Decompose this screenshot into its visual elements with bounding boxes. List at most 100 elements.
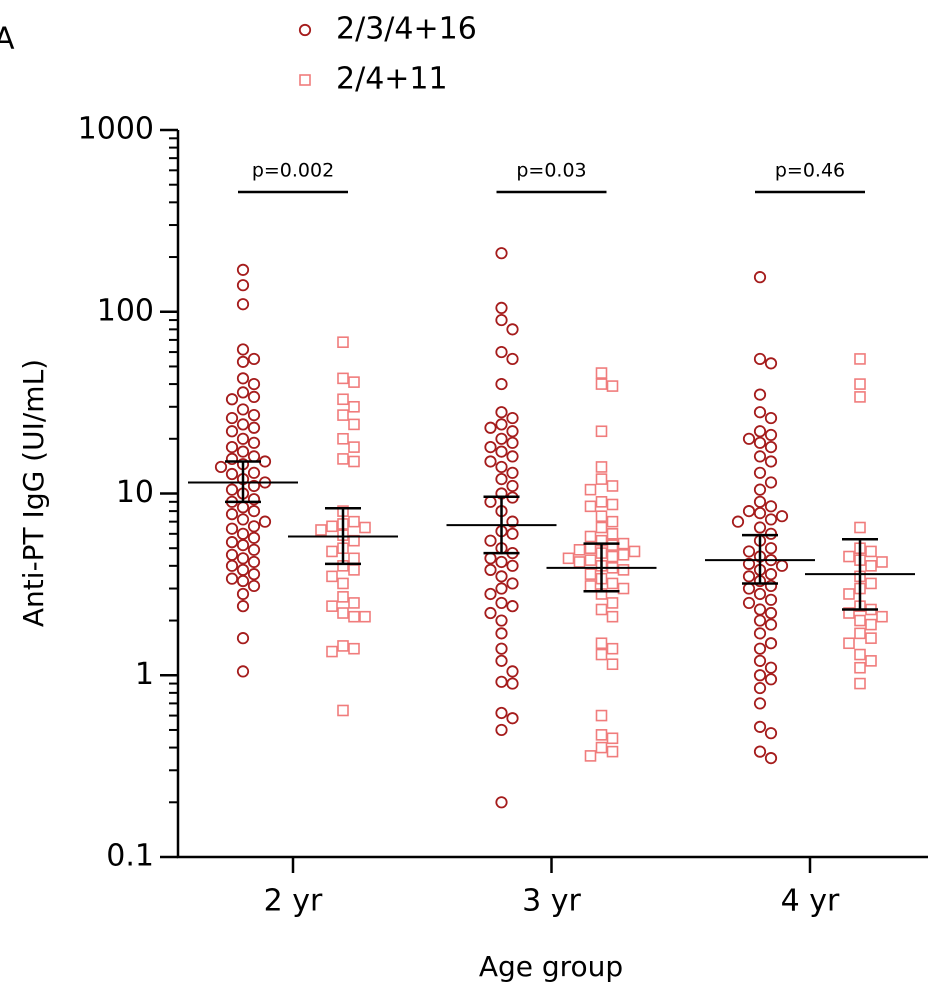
data-point xyxy=(359,521,371,534)
data-point xyxy=(606,550,619,563)
data-point xyxy=(225,441,239,454)
data-point xyxy=(225,467,239,481)
data-point xyxy=(495,570,508,583)
y-axis-label: Anti-PT IgG (UI/mL) xyxy=(17,359,50,627)
data-point xyxy=(606,515,619,528)
data-point xyxy=(236,298,250,311)
data-point xyxy=(753,466,767,479)
data-point xyxy=(753,642,767,655)
data-point xyxy=(495,706,508,720)
data-point xyxy=(247,450,261,463)
data-point xyxy=(506,425,519,438)
data-point xyxy=(495,432,508,445)
data-point xyxy=(865,655,877,667)
data-point xyxy=(348,564,360,576)
data-point xyxy=(764,579,778,593)
data-point xyxy=(348,400,360,413)
data-point xyxy=(337,409,349,421)
data-point xyxy=(764,752,778,765)
data-point xyxy=(247,466,261,479)
data-point xyxy=(876,610,888,623)
data-point xyxy=(606,597,619,609)
data-point xyxy=(337,336,349,348)
data-point xyxy=(506,411,519,425)
data-point xyxy=(606,745,619,758)
data-point xyxy=(484,421,497,434)
x-tick-label: 2 yr xyxy=(264,884,323,919)
data-point xyxy=(742,545,756,558)
data-point xyxy=(484,563,497,576)
data-point xyxy=(247,436,261,449)
data-point xyxy=(225,548,239,561)
data-point xyxy=(236,563,250,576)
data-point xyxy=(742,432,756,445)
data-point xyxy=(753,521,767,534)
data-point xyxy=(753,436,767,449)
data-point xyxy=(326,570,338,583)
data-point xyxy=(742,596,756,610)
data-point xyxy=(606,528,619,540)
data-point xyxy=(214,460,228,474)
data-point xyxy=(484,455,497,468)
data-point xyxy=(753,587,767,601)
data-point xyxy=(753,681,767,695)
data-point xyxy=(742,582,756,595)
data-point xyxy=(617,582,630,595)
data-point xyxy=(753,507,767,520)
data-point xyxy=(506,527,519,540)
legend-marker xyxy=(299,74,311,86)
data-point xyxy=(753,720,767,733)
data-point xyxy=(247,352,261,366)
data-point xyxy=(247,408,261,422)
data-point xyxy=(506,600,519,613)
data-point xyxy=(247,543,261,556)
data-point xyxy=(753,627,767,640)
data-point xyxy=(506,515,519,528)
data-point xyxy=(484,441,497,454)
data-point xyxy=(742,557,756,570)
data-point xyxy=(495,460,508,474)
data-point xyxy=(854,661,866,674)
data-point xyxy=(495,582,508,595)
data-point xyxy=(337,640,349,652)
data-point xyxy=(595,637,608,650)
data-point xyxy=(506,436,519,449)
data-point xyxy=(236,418,250,431)
data-point xyxy=(225,483,239,496)
data-point xyxy=(236,574,250,588)
data-point xyxy=(617,548,630,561)
data-point xyxy=(484,495,497,508)
data-point xyxy=(359,610,371,623)
data-point xyxy=(495,555,508,569)
data-point xyxy=(731,515,745,528)
data-point xyxy=(854,391,866,403)
error-bar xyxy=(842,538,878,611)
p-value: p=0.03 xyxy=(516,160,586,182)
data-point xyxy=(348,515,360,528)
data-point xyxy=(562,552,575,565)
data-point xyxy=(753,495,767,508)
data-point xyxy=(595,367,608,379)
data-point xyxy=(854,614,866,627)
data-point xyxy=(595,709,608,722)
data-point xyxy=(337,372,349,385)
data-point xyxy=(595,473,608,485)
data-point xyxy=(876,556,888,568)
data-point xyxy=(506,466,519,479)
legend-label: 2/3/4+16 xyxy=(336,12,477,47)
data-point xyxy=(506,323,519,336)
data-point xyxy=(753,352,767,366)
data-point xyxy=(236,527,250,540)
data-point xyxy=(495,345,508,359)
data-point xyxy=(236,632,250,645)
data-point xyxy=(775,559,789,572)
data-point xyxy=(236,432,250,445)
data-point xyxy=(247,531,261,544)
data-point xyxy=(742,570,756,583)
data-point xyxy=(326,545,338,558)
data-point xyxy=(595,521,608,534)
data-point xyxy=(764,673,778,686)
data-point xyxy=(326,645,338,658)
data-point xyxy=(236,587,250,601)
data-point xyxy=(764,513,778,526)
